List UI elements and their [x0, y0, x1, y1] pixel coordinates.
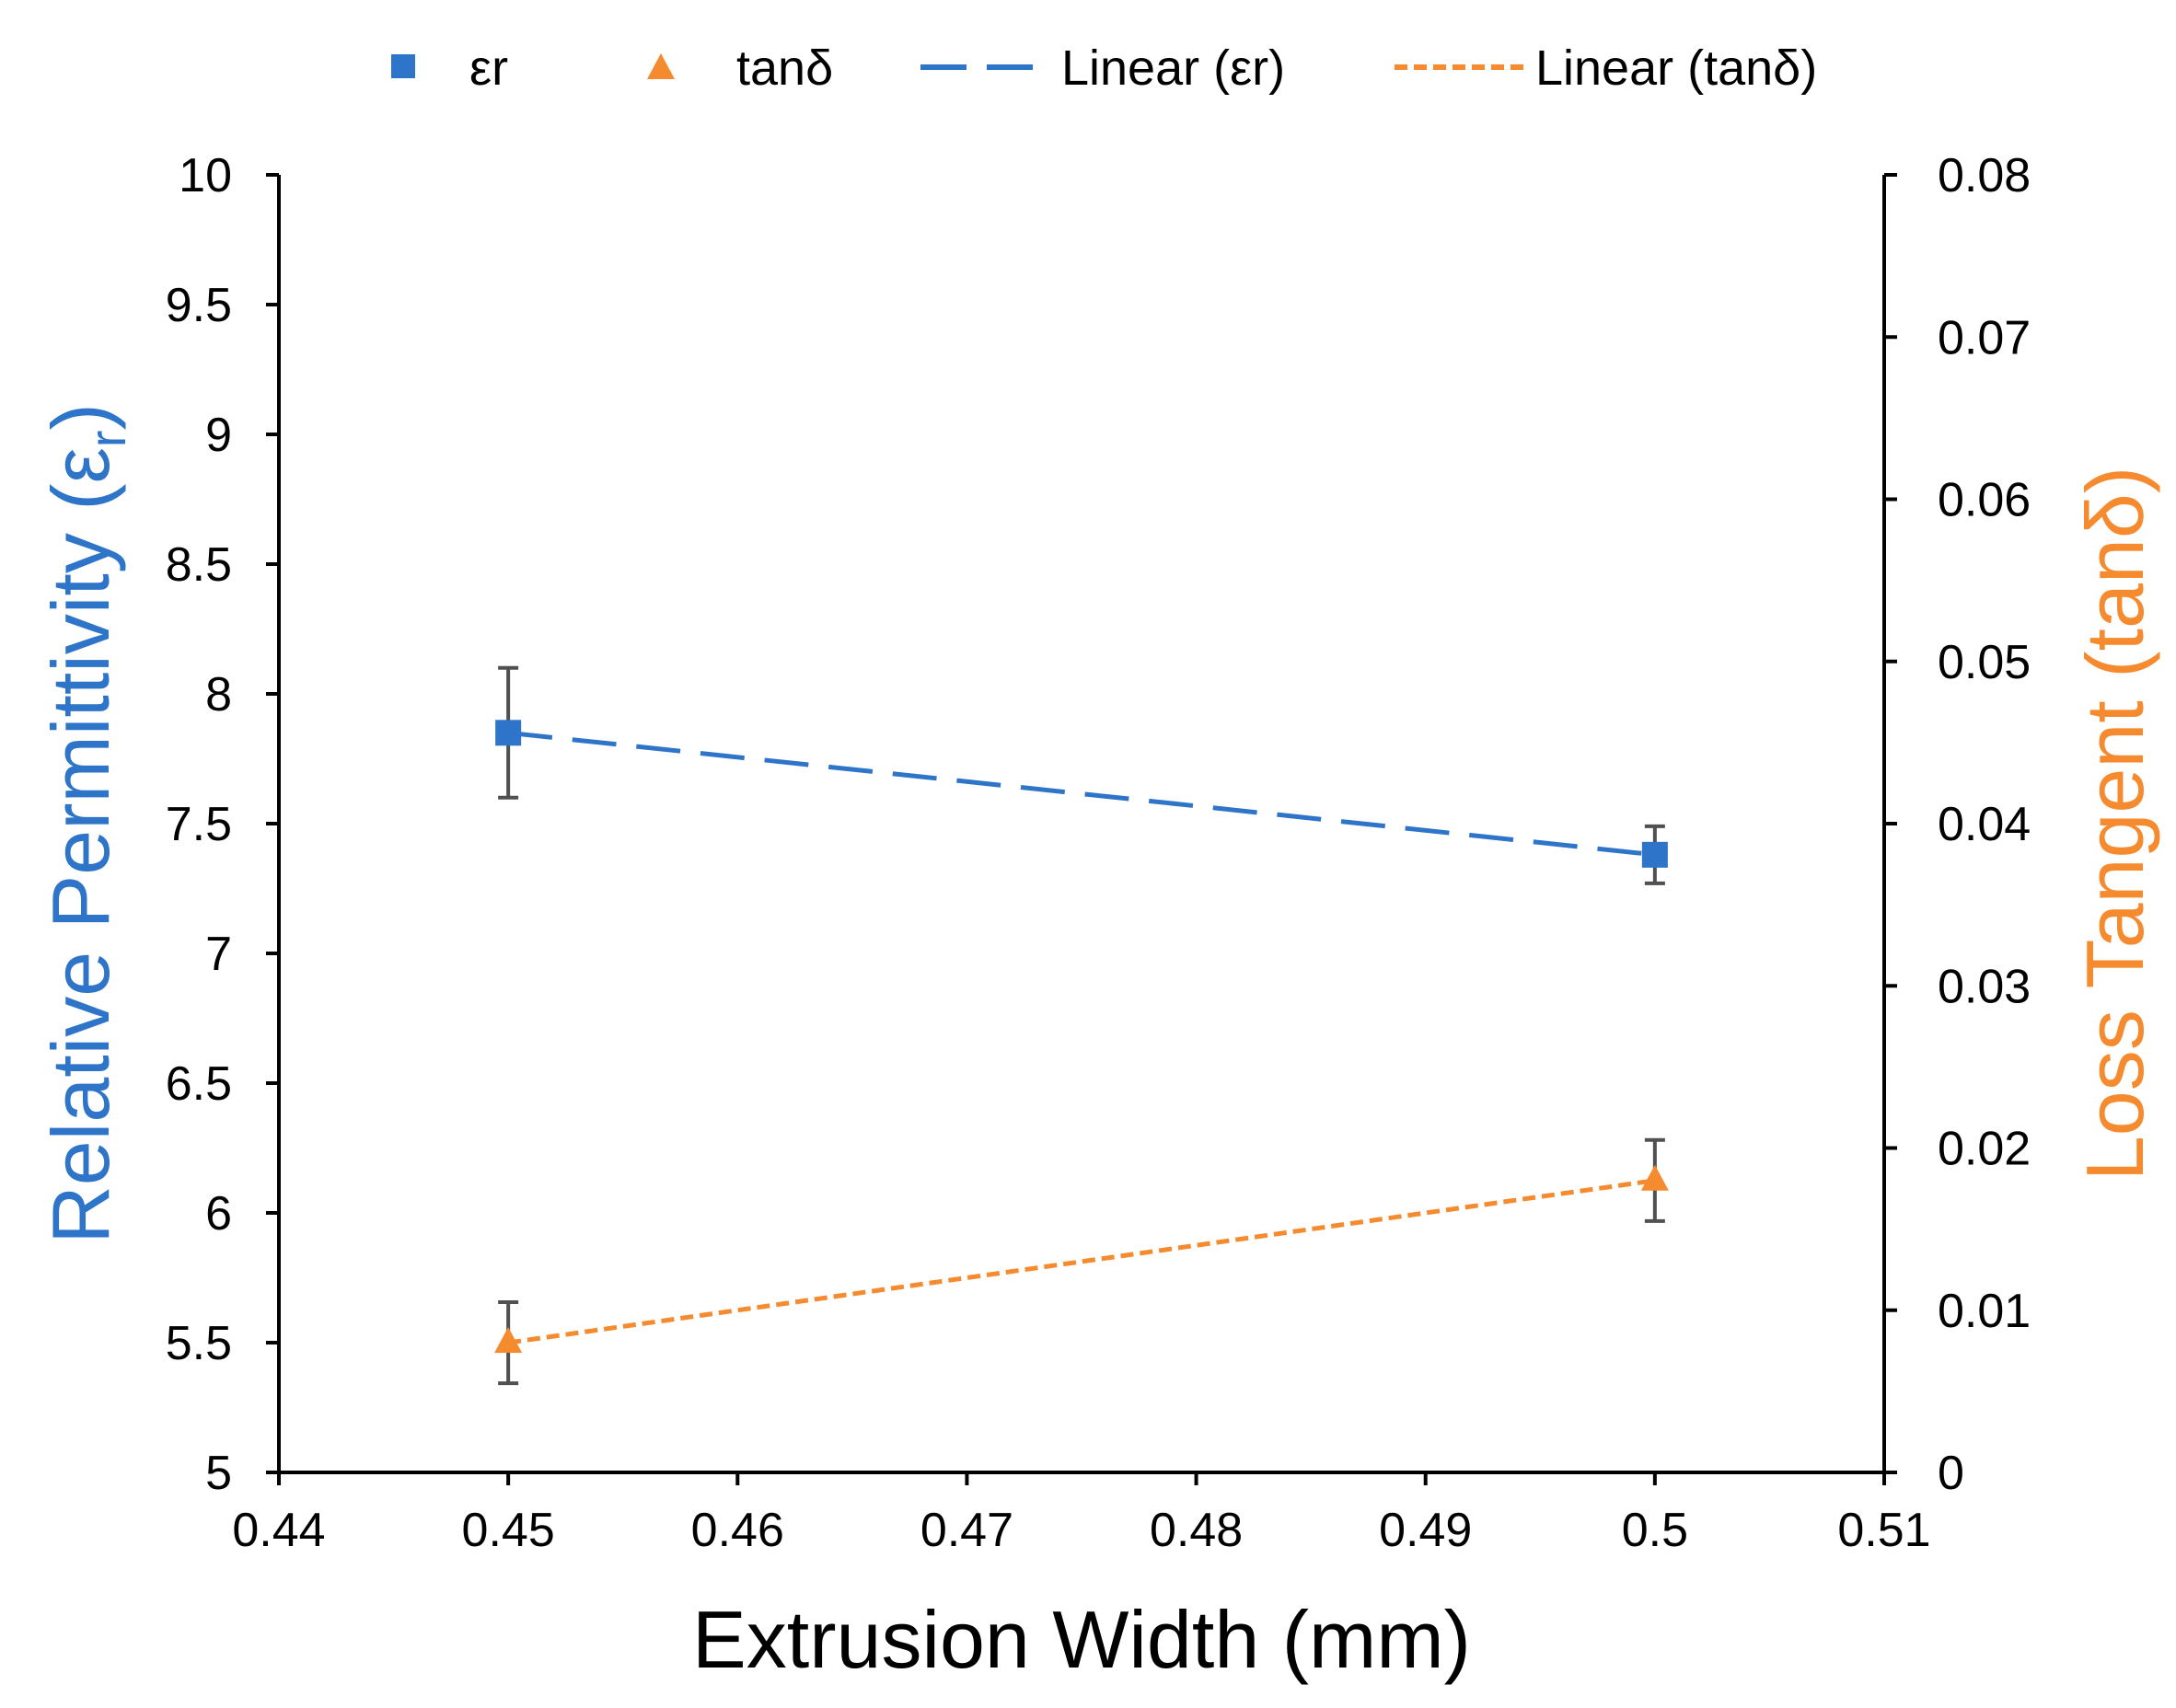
legend-item-linear-er[interactable]: Linear (εr) [920, 40, 1285, 96]
data-point-er[interactable] [1641, 841, 1668, 868]
trendline-er [507, 730, 1656, 858]
y-axis-right-title: Loss Tangent (tanδ) [2069, 467, 2160, 1181]
x-tick-label: 0.45 [462, 1504, 555, 1557]
y-left-tick-label: 9 [205, 409, 232, 462]
y-left-tick-label: 10 [179, 149, 232, 202]
x-axis-title: Extrusion Width (mm) [692, 1594, 1471, 1685]
legend-marker-square-icon [391, 54, 415, 78]
x-tick-label: 0.5 [1622, 1504, 1688, 1557]
y-left-tick-label: 5 [205, 1447, 232, 1500]
x-tick-label: 0.46 [691, 1504, 784, 1557]
y-right-tick-label: 0.08 [1938, 149, 2031, 202]
y-right-ticks: 0 0.01 0.02 0.03 0.04 0.05 0.06 0.07 0.08 [1884, 149, 2031, 1500]
legend-label-linear-tand: Linear (tanδ) [1535, 40, 1817, 96]
y-left-tick-label: 7.5 [166, 798, 232, 851]
error-bars [498, 665, 1665, 1386]
data-point-er[interactable] [495, 720, 522, 746]
y-right-tick-label: 0.04 [1938, 798, 2031, 851]
y-left-ticks: 5 5.5 6 6.5 7 7.5 8 8.5 9 9.5 10 [166, 149, 279, 1500]
trendlines [507, 730, 1656, 1345]
legend-item-linear-tand[interactable]: Linear (tanδ) [1395, 40, 1817, 96]
y-left-tick-label: 5.5 [166, 1317, 232, 1370]
x-tick-label: 0.48 [1150, 1504, 1243, 1557]
data-point-tand[interactable] [1640, 1164, 1669, 1191]
x-tick-label: 0.49 [1379, 1504, 1472, 1557]
y-left-tick-label: 7 [205, 928, 232, 981]
y-right-tick-label: 0.06 [1938, 474, 2031, 527]
legend-label-er: εr [469, 40, 508, 96]
data-markers [494, 720, 1669, 1353]
y-left-tick-label: 8 [205, 668, 232, 721]
x-ticks: 0.44 0.45 0.46 0.47 0.48 0.49 0.5 0.51 [232, 1472, 1931, 1557]
y-left-tick-label: 6 [205, 1187, 232, 1241]
y-axis-left-title: Relative Permittivity (εr) [35, 403, 136, 1244]
legend-item-tand[interactable]: tanδ [647, 40, 833, 96]
x-tick-label: 0.47 [920, 1504, 1013, 1557]
legend-label-tand: tanδ [736, 40, 833, 96]
data-point-tand[interactable] [494, 1327, 523, 1353]
trendline-tand [507, 1178, 1656, 1345]
y-left-tick-label: 8.5 [166, 538, 232, 592]
legend: εr tanδ Linear (εr) Linear (tanδ) [391, 40, 1817, 96]
y-left-tick-label: 6.5 [166, 1057, 232, 1111]
y-right-tick-label: 0.05 [1938, 636, 2031, 689]
y-right-tick-label: 0.03 [1938, 960, 2031, 1013]
y-right-tick-label: 0.07 [1938, 311, 2031, 364]
x-tick-label: 0.51 [1837, 1504, 1930, 1557]
y-right-tick-label: 0 [1938, 1447, 1964, 1500]
legend-marker-triangle-icon [647, 53, 675, 79]
y-left-tick-label: 9.5 [166, 279, 232, 332]
legend-item-er[interactable]: εr [391, 40, 508, 96]
y-right-tick-label: 0.01 [1938, 1285, 2031, 1338]
legend-label-linear-er: Linear (εr) [1061, 40, 1285, 96]
y-right-tick-label: 0.02 [1938, 1123, 2031, 1176]
x-tick-label: 0.44 [232, 1504, 325, 1557]
